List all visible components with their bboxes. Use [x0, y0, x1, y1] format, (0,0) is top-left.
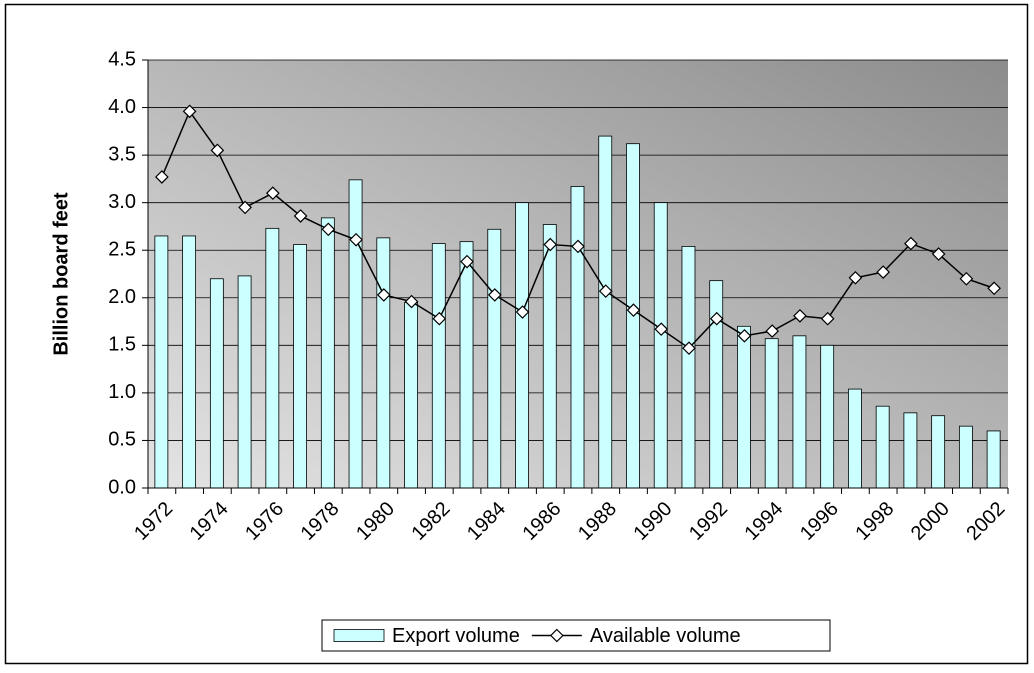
- y-tick-label: 4.5: [108, 48, 136, 70]
- line-marker: [571, 239, 585, 254]
- line-marker: [848, 270, 863, 285]
- bar: [515, 202, 529, 489]
- y-tick-label: 3.5: [108, 143, 136, 165]
- line-marker: [876, 265, 891, 279]
- bar: [459, 241, 474, 489]
- bar: [376, 237, 391, 489]
- line-marker: [155, 170, 169, 184]
- y-tick-label: 0.0: [108, 476, 136, 498]
- bar: [737, 325, 751, 489]
- line-marker: [265, 186, 280, 201]
- bar: [986, 430, 1001, 489]
- bar: [404, 302, 418, 489]
- y-tick-label: 1.5: [108, 334, 136, 356]
- bar: [237, 275, 252, 489]
- legend-label: Available volume: [590, 625, 741, 647]
- bar: [348, 179, 363, 489]
- line-marker: [238, 200, 252, 215]
- bar: [820, 344, 835, 489]
- line-marker: [543, 237, 558, 252]
- line-marker: [654, 322, 669, 337]
- bar: [320, 217, 335, 489]
- bar: [709, 280, 724, 489]
- line-marker: [931, 247, 946, 261]
- line-marker: [959, 271, 974, 286]
- bar: [542, 224, 557, 489]
- line-marker: [626, 303, 641, 317]
- line-marker: [765, 324, 780, 338]
- bar: [764, 338, 779, 489]
- legend-swatch: [549, 628, 564, 643]
- line-marker: [376, 288, 391, 302]
- bar: [931, 415, 946, 489]
- y-tick-label: 2.5: [108, 239, 136, 261]
- bar: [293, 244, 307, 489]
- line-marker: [598, 284, 613, 298]
- bar: [903, 412, 918, 489]
- bar: [209, 278, 224, 489]
- line-marker: [321, 222, 336, 237]
- bar: [431, 243, 446, 489]
- y-tick-label: 0.5: [108, 429, 136, 451]
- line-marker: [404, 294, 419, 309]
- line-marker: [349, 232, 363, 247]
- legend-label: Export volume: [392, 625, 520, 647]
- line-marker: [210, 143, 225, 158]
- line-marker: [515, 305, 530, 319]
- line-marker: [682, 341, 696, 356]
- y-tick-label: 1.0: [108, 381, 136, 403]
- y-tick-label: 4.0: [108, 96, 136, 118]
- line-marker: [487, 288, 502, 302]
- line-marker: [432, 311, 447, 326]
- bar: [681, 246, 696, 489]
- line-marker: [793, 309, 807, 323]
- bar: [265, 227, 280, 489]
- bar: [792, 335, 807, 489]
- bar: [848, 388, 862, 489]
- marks: [154, 104, 1001, 489]
- line-marker: [293, 209, 308, 223]
- y-axis-title: Billion board feet: [50, 192, 72, 356]
- line-marker: [820, 311, 835, 326]
- line-marker: [904, 236, 918, 251]
- bar: [875, 405, 890, 489]
- y-tick-label: 3.0: [108, 191, 136, 213]
- line-marker: [460, 254, 474, 269]
- legend: Export volume Available volume: [321, 619, 831, 652]
- line-marker: [182, 104, 197, 119]
- bar: [653, 202, 668, 489]
- bar: [487, 228, 502, 489]
- line-marker: [709, 311, 724, 326]
- bar: [598, 135, 613, 489]
- bar: [154, 235, 169, 489]
- bar: [570, 186, 585, 489]
- line-marker: [987, 281, 1001, 296]
- bar: [182, 235, 197, 489]
- legend-swatch: [333, 629, 385, 642]
- y-tick-label: 2.0: [108, 286, 136, 308]
- bar: [958, 425, 973, 489]
- line-marker: [737, 328, 752, 343]
